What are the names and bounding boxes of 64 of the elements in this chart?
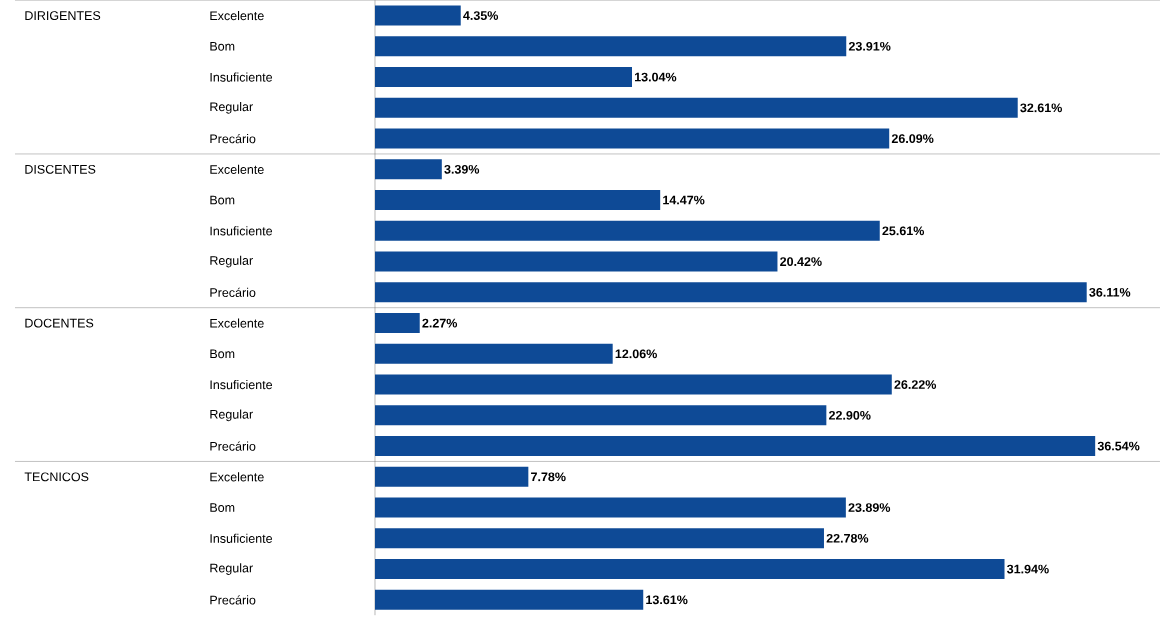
data-label: 14.47% <box>663 195 705 205</box>
y-tick-label: Precário <box>210 441 256 451</box>
bar <box>375 405 827 426</box>
bar <box>375 589 644 610</box>
text: TECNICOS <box>24 472 89 482</box>
y-tick-label: Excelente <box>210 10 264 21</box>
bar <box>375 282 1087 303</box>
data-label: 12.06% <box>615 349 657 359</box>
bar <box>375 189 661 210</box>
bar <box>375 220 880 241</box>
bar <box>375 466 529 487</box>
text: DISCENTES <box>25 164 96 174</box>
y-tick-label: Regular <box>210 409 253 422</box>
y-tick-label: Insuficiente <box>210 226 273 236</box>
data-label: 20.42% <box>780 257 822 266</box>
y-tick-label: Excelente <box>210 472 264 482</box>
y-tick-label: Excelente <box>210 164 264 174</box>
bar <box>375 97 1018 118</box>
y-tick-label: Insuficiente <box>210 379 273 390</box>
data-label: 13.04% <box>634 72 677 82</box>
text: DIRIGENTES <box>25 11 101 20</box>
bar <box>375 374 892 395</box>
data-label: 7.78% <box>531 472 566 482</box>
data-label: 26.22% <box>894 380 937 389</box>
bar <box>375 558 1005 579</box>
bar <box>375 66 633 87</box>
y-tick-label: Bom <box>210 349 235 359</box>
y-tick-label: Precário <box>210 595 256 605</box>
data-label: 4.35% <box>463 11 499 20</box>
y-tick-label: Regular <box>210 101 253 114</box>
bar <box>375 251 778 272</box>
bar <box>375 312 420 333</box>
data-label: 22.78% <box>826 533 869 543</box>
bar <box>375 497 846 518</box>
y-tick-label: Excelente <box>210 318 264 328</box>
data-label: 23.91% <box>848 41 891 51</box>
y-tick-label: Bom <box>210 41 235 51</box>
data-label: 22.90% <box>828 410 871 420</box>
bar <box>375 435 1096 456</box>
bar <box>375 128 890 149</box>
bar <box>375 159 442 180</box>
y-tick-label: Precário <box>210 133 256 144</box>
y-tick-label: Regular <box>210 255 253 268</box>
y-tick-label: Insuficiente <box>210 72 273 82</box>
data-label: 31.94% <box>1007 564 1049 574</box>
y-tick-label: Regular <box>210 563 253 575</box>
data-label: 25.61% <box>882 226 925 236</box>
data-label: 13.61% <box>646 595 688 605</box>
bar <box>375 36 847 57</box>
data-label: 36.11% <box>1089 287 1131 297</box>
y-tick-label: Precário <box>210 287 256 297</box>
data-label: 23.89% <box>848 503 891 512</box>
bar <box>375 5 461 26</box>
data-label: 36.54% <box>1097 441 1140 451</box>
data-label: 3.39% <box>444 164 480 174</box>
text: DOCENTES <box>25 318 94 328</box>
data-label: 2.27% <box>422 318 458 328</box>
bar <box>375 343 613 364</box>
data-label: 26.09% <box>891 134 934 143</box>
data-label: 32.61% <box>1020 103 1062 113</box>
bar <box>375 528 824 549</box>
y-tick-label: Bom <box>210 503 235 512</box>
y-tick-label: Insuficiente <box>210 533 273 543</box>
y-tick-label: Bom <box>210 195 235 205</box>
